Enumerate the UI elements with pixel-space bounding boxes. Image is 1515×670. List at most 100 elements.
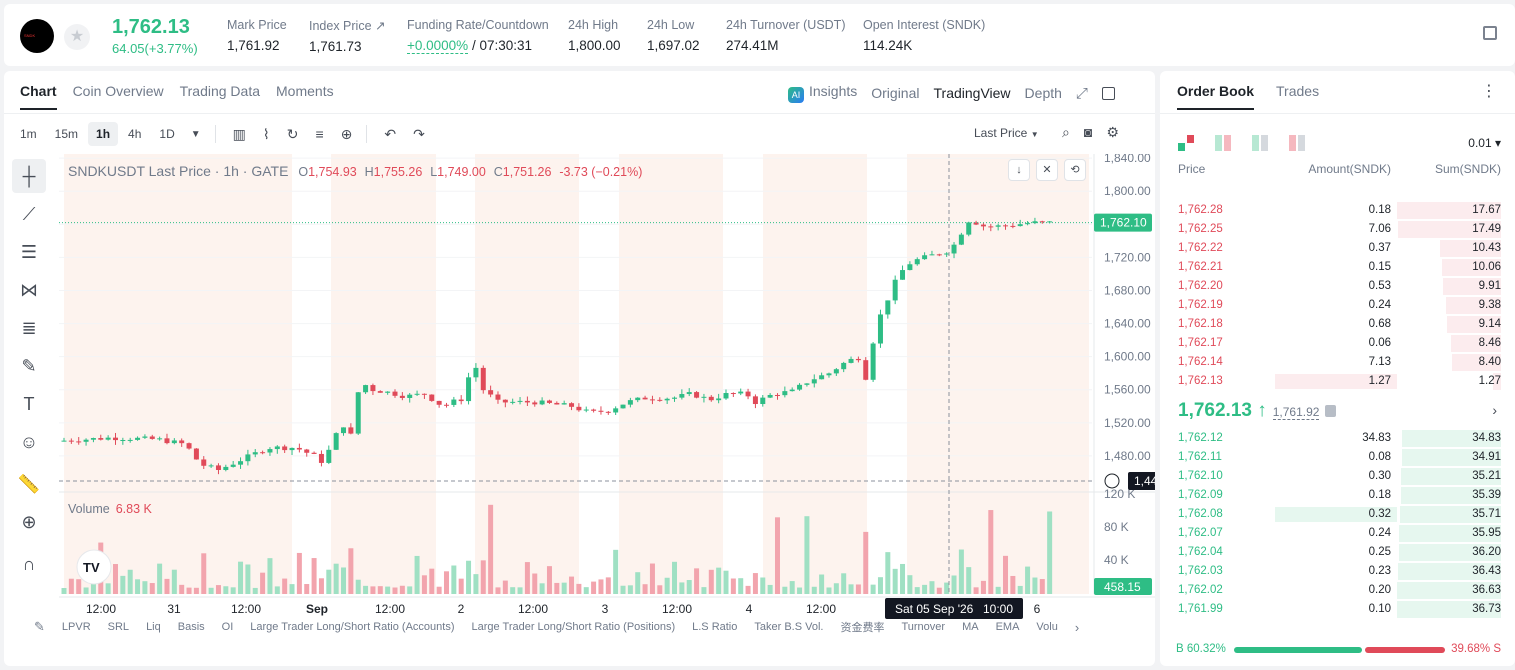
magnet-icon[interactable]: ∩ [22, 553, 36, 574]
replay-icon[interactable]: ↻ [286, 125, 299, 142]
ask-row[interactable]: 1,762.22 0.37 10.43 [1160, 239, 1515, 258]
indicator-basis[interactable]: Basis [177, 621, 205, 633]
timeframe-1d[interactable]: 1D [159, 127, 175, 141]
ask-row[interactable]: 1,762.21 0.15 10.06 [1160, 258, 1515, 277]
emoji-icon[interactable]: ☺ [19, 431, 39, 452]
indicator-ls-ratio[interactable]: L.S Ratio [692, 621, 738, 633]
fullscreen-icon[interactable] [1101, 86, 1115, 100]
indicators-icon[interactable]: ⌇ [262, 125, 270, 142]
tab-original[interactable]: Original [871, 85, 920, 101]
bid-row[interactable]: 1,762.07 0.24 35.95 [1160, 524, 1515, 543]
indicator-ema[interactable]: EMA [995, 621, 1020, 633]
indicator-oi[interactable]: OI [221, 621, 234, 633]
precision-select[interactable]: 0.01 ▾ [1468, 136, 1501, 150]
indicator-lpvr[interactable]: LPVR [61, 621, 91, 633]
indicator-liq[interactable]: Liq [146, 621, 161, 633]
redo-icon[interactable]: ↷ [413, 125, 425, 142]
timeframe-4h[interactable]: 4h [128, 127, 142, 141]
ask-row[interactable]: 1,762.13 1.27 1.27 [1160, 372, 1515, 391]
tab-chart[interactable]: Chart [20, 83, 57, 110]
price-tick: 1,800.00 [1104, 184, 1151, 198]
tab-trades[interactable]: Trades [1276, 83, 1320, 99]
favorite-star-icon[interactable]: ★ [64, 24, 90, 50]
trendline-icon[interactable]: ⟋ [22, 203, 36, 224]
view-both-alt-icon[interactable] [1215, 135, 1232, 151]
timeframe-15m[interactable]: 15m [54, 127, 79, 141]
bid-row[interactable]: 1,762.12 34.83 34.83 [1160, 429, 1515, 448]
indicator-ma[interactable]: MA [962, 621, 979, 633]
ask-row[interactable]: 1,762.18 0.68 9.14 [1160, 315, 1515, 334]
bid-row[interactable]: 1,762.03 0.23 36.43 [1160, 562, 1515, 581]
ask-row[interactable]: 1,762.25 7.06 17.49 [1160, 220, 1515, 239]
candle-body [480, 367, 486, 391]
undo-icon[interactable]: ↶ [384, 125, 397, 142]
indicator-srl[interactable]: SRL [107, 621, 130, 633]
candle-type-icon[interactable]: ▥ [232, 125, 246, 142]
stat-index-price[interactable]: Index Price ↗ 1,761.73 [309, 18, 385, 54]
bid-row[interactable]: 1,762.09 0.18 35.39 [1160, 486, 1515, 505]
indicator-volume[interactable]: Volu [1036, 621, 1058, 633]
crosshair-icon[interactable]: ┼ [12, 159, 46, 193]
tab-moments[interactable]: Moments [276, 83, 334, 99]
scroll-down-icon[interactable]: ↓ [1008, 159, 1030, 181]
tab-insights[interactable]: AI Insights [788, 83, 857, 103]
tab-coin-overview[interactable]: Coin Overview [72, 83, 164, 99]
ask-row[interactable]: 1,762.20 0.53 9.91 [1160, 277, 1515, 296]
candle-body [583, 409, 589, 411]
bid-row[interactable]: 1,762.04 0.25 36.20 [1160, 543, 1515, 562]
tab-depth[interactable]: Depth [1024, 85, 1062, 101]
search-icon[interactable]: ⌕ [1062, 124, 1084, 140]
indicator-turnover[interactable]: Turnover [901, 621, 946, 633]
bid-row[interactable]: 1,762.10 0.30 35.21 [1160, 467, 1515, 486]
zoom-icon[interactable]: ⊕ [21, 511, 37, 532]
camera-icon[interactable]: ◙ [1083, 124, 1107, 140]
indicator-funding[interactable]: 资金费率 [840, 622, 885, 634]
pattern-icon[interactable]: ⋈ [20, 279, 38, 300]
candle-body [399, 395, 405, 398]
view-asks-icon[interactable] [1289, 135, 1306, 151]
buy-sell-ratio: B 60.32% 39.68% S [1176, 643, 1501, 657]
collapse-icon[interactable]: ✕ [1036, 159, 1058, 181]
timeframe-1m[interactable]: 1m [20, 127, 37, 141]
ask-row[interactable]: 1,762.28 0.18 17.67 [1160, 201, 1515, 220]
view-bids-icon[interactable] [1252, 135, 1269, 151]
candle-body [591, 409, 597, 411]
bid-row[interactable]: 1,762.11 0.08 34.91 [1160, 448, 1515, 467]
funding-rate-value: +0.0000% [407, 38, 469, 54]
chevron-right-icon[interactable]: › [1074, 619, 1080, 635]
indicator-lt-accounts[interactable]: Large Trader Long/Short Ratio (Accounts) [250, 621, 455, 633]
ask-row[interactable]: 1,762.19 0.24 9.38 [1160, 296, 1515, 315]
expand-icon[interactable]: ⤢ [1075, 84, 1088, 102]
book-icon[interactable] [1483, 26, 1497, 40]
ask-row[interactable]: 1,762.17 0.06 8.46 [1160, 334, 1515, 353]
timeframe-1h[interactable]: 1h [88, 122, 119, 146]
view-both-icon[interactable] [1178, 135, 1195, 151]
stat-funding-rate[interactable]: Funding Rate/Countdown +0.0000% / 07:30:3… [407, 18, 549, 54]
candle-body [936, 254, 942, 256]
ask-row[interactable]: 1,762.14 7.13 8.40 [1160, 353, 1515, 372]
templates-icon[interactable]: ≡ [315, 126, 324, 142]
tab-order-book[interactable]: Order Book [1177, 83, 1255, 110]
horizontal-lines-icon[interactable]: ☰ [20, 241, 38, 262]
candle-body [377, 391, 383, 393]
bid-row[interactable]: 1,762.08 0.32 35.71 [1160, 505, 1515, 524]
text-icon[interactable]: T [23, 393, 35, 414]
candlestick-chart[interactable]: 1,840.001,800.001,760.001,720.001,680.00… [59, 154, 1155, 624]
ruler-icon[interactable]: 📏 [17, 473, 41, 494]
tab-tradingview[interactable]: TradingView [933, 85, 1011, 101]
brush-icon[interactable]: ✎ [21, 355, 37, 376]
gear-icon[interactable]: ⚙ [1106, 124, 1133, 140]
refresh-icon[interactable]: ⟲ [1064, 159, 1086, 181]
timeframe-dropdown-icon[interactable]: ▼ [190, 128, 201, 140]
price-type-select[interactable]: Last Price ▼ [974, 126, 1039, 140]
bid-row[interactable]: 1,762.02 0.20 36.63 [1160, 581, 1515, 600]
chevron-right-icon[interactable]: › [1492, 402, 1497, 418]
more-icon[interactable]: ⋮ [1481, 83, 1497, 100]
indicator-lt-positions[interactable]: Large Trader Long/Short Ratio (Positions… [471, 621, 676, 633]
indicator-taker-vol[interactable]: Taker B.S Vol. [754, 621, 824, 633]
bid-row[interactable]: 1,761.99 0.10 36.73 [1160, 600, 1515, 619]
add-indicator-icon[interactable]: ⊕ [340, 125, 353, 142]
pencil-icon[interactable]: ✎ [34, 619, 45, 634]
tab-trading-data[interactable]: Trading Data [179, 83, 261, 99]
fib-icon[interactable]: ≣ [21, 317, 37, 338]
